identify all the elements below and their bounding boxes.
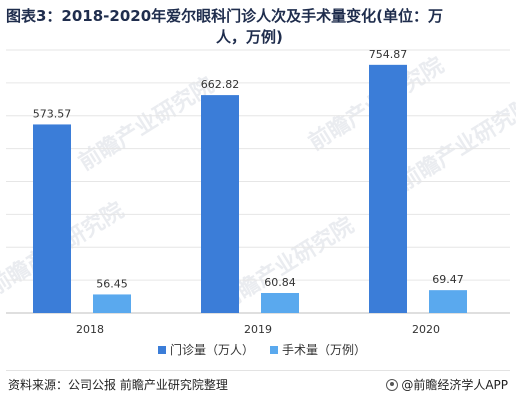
- bar-outpatient: [201, 95, 239, 313]
- bar-outpatient: [33, 124, 71, 313]
- footer-divider: [6, 370, 510, 371]
- legend-label: 门诊量（万人）: [170, 342, 254, 357]
- chart-title-line1: 图表3：2018-2020年爱尔眼科门诊人次及手术量变化(单位：万: [6, 7, 444, 25]
- legend-swatch: [158, 346, 166, 354]
- brand-text: @前瞻经济学人APP: [401, 378, 508, 392]
- bar-outpatient: [369, 64, 407, 313]
- x-tick-label: 2020: [412, 323, 440, 336]
- brand-logo-icon: [386, 378, 399, 391]
- data-label: 60.84: [264, 276, 296, 289]
- data-label: 754.87: [369, 48, 408, 61]
- data-label: 573.57: [33, 107, 72, 120]
- source-note: 资料来源：公司公报 前瞻产业研究院整理: [8, 378, 228, 392]
- bar-surgery: [429, 290, 467, 313]
- data-label: 56.45: [96, 277, 128, 290]
- legend-label: 手术量（万例）: [282, 343, 366, 357]
- legend-swatch: [270, 346, 278, 354]
- bar-surgery: [261, 292, 299, 313]
- chart-title-line2: 人，万例): [216, 28, 283, 46]
- watermark-text: 前瞻产业研究院: [394, 92, 516, 196]
- bar-surgery: [93, 294, 131, 313]
- x-tick-label: 2019: [244, 323, 272, 336]
- data-label: 69.47: [432, 273, 464, 286]
- data-label: 662.82: [201, 78, 240, 91]
- brand-credit: @前瞻经济学人APP: [386, 376, 508, 393]
- chart-title: 图表3：2018-2020年爱尔眼科门诊人次及手术量变化(单位：万 人，万例): [6, 6, 510, 48]
- x-tick-label: 2018: [76, 323, 104, 336]
- watermark-text: 前瞻产业研究院: [74, 72, 218, 176]
